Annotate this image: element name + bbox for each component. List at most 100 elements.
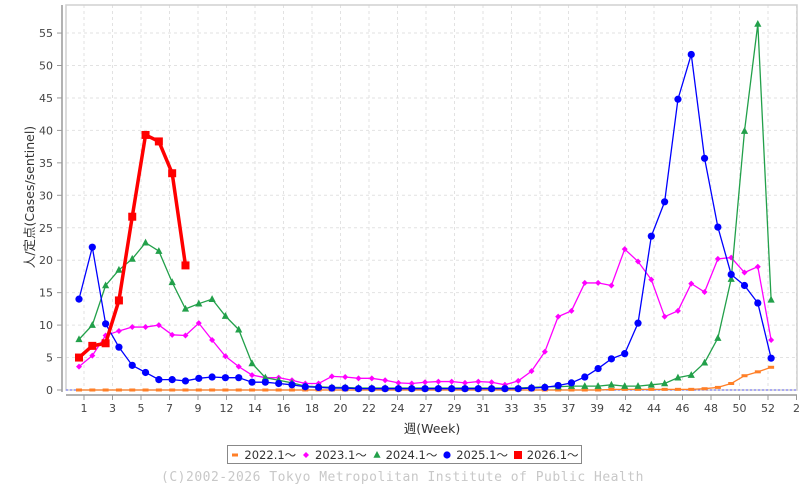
data-point [621,246,628,253]
data-point [595,279,602,286]
data-point [661,387,668,391]
data-point [181,261,190,270]
data-point [301,383,309,391]
data-point [288,381,296,389]
data-point [128,254,136,262]
data-point [674,95,682,103]
x-tick-label: 16 [277,402,291,415]
data-point [754,370,761,374]
series-2026 [75,130,190,362]
legend-item: 2025.1～ [442,447,508,463]
data-point [513,450,522,459]
data-point [128,212,137,221]
data-point [261,373,269,381]
data-point [421,385,429,393]
data-point [501,385,509,393]
data-point [714,385,721,389]
data-point [648,276,655,283]
data-point [607,355,616,363]
y-tick-label: 0 [46,384,53,397]
data-point [435,378,442,385]
data-point [129,388,136,392]
data-point [727,270,735,279]
data-point [754,19,762,27]
data-point [714,334,722,341]
data-point [75,335,83,343]
data-point [648,387,655,391]
data-point [688,280,695,287]
data-point [303,451,310,458]
square-marker-icon [513,450,522,459]
data-point [621,350,629,358]
legend-label: 2023.1～ [315,447,367,462]
data-point [342,374,349,381]
data-point [581,373,589,381]
x-tick-label: 37 [562,402,576,415]
data-point [701,289,708,296]
copyright: (C)2002-2026 Tokyo Metropolitan Institut… [161,470,644,485]
x-tick-label: 48 [704,402,718,415]
data-point [728,382,735,386]
data-point [235,388,242,392]
data-point [741,374,748,378]
data-point [115,343,123,351]
data-point [142,388,149,392]
data-point [635,258,642,265]
data-point [102,281,110,289]
data-point [395,379,402,386]
data-point [368,375,375,382]
data-point [528,368,535,375]
data-point [182,388,189,392]
data-point [248,359,256,367]
data-point [408,385,416,393]
x-tick-label: 46 [676,402,690,415]
data-point [248,378,256,386]
x-tick-label: 20 [334,402,348,415]
series-2025 [75,50,775,393]
data-point [373,450,381,458]
y-tick-label: 35 [39,157,53,170]
data-point [328,373,335,380]
data-point [222,353,229,360]
data-point [115,388,122,392]
data-point [740,127,749,134]
data-point [76,363,82,370]
y-tick-label: 20 [39,254,53,267]
data-point [142,324,149,331]
data-point [635,387,642,391]
series-group [75,19,775,393]
data-point [288,388,295,392]
data-point [581,388,588,392]
x-tick-label: 52 [761,402,775,415]
data-point [461,385,469,393]
data-point [714,255,721,262]
data-point [114,296,123,305]
data-point [647,232,655,240]
data-point [89,352,96,359]
data-point [541,348,548,355]
data-point [235,363,242,370]
y-tick-label: 40 [39,124,53,137]
y-tick-label: 30 [39,189,53,202]
legend-label: 2025.1～ [456,447,508,462]
data-point [700,154,709,162]
data-point [115,327,122,334]
data-point [688,387,695,391]
x-tick-label: 3 [109,402,116,415]
data-point [555,388,562,392]
data-point [408,380,415,387]
data-point [555,313,562,320]
diamond-marker-icon [303,451,310,458]
x-tick-label: 9 [195,402,202,415]
data-point [154,137,163,146]
data-point [595,388,602,392]
legend-label: 2024.1～ [385,447,438,462]
data-point [128,361,136,369]
x-tick-label: 1 [81,402,88,415]
data-point [209,388,216,392]
data-point [181,377,190,385]
data-point [647,380,655,388]
data-point [541,383,549,392]
legend-item: 2026.1～ [513,447,579,463]
data-point [515,377,522,384]
